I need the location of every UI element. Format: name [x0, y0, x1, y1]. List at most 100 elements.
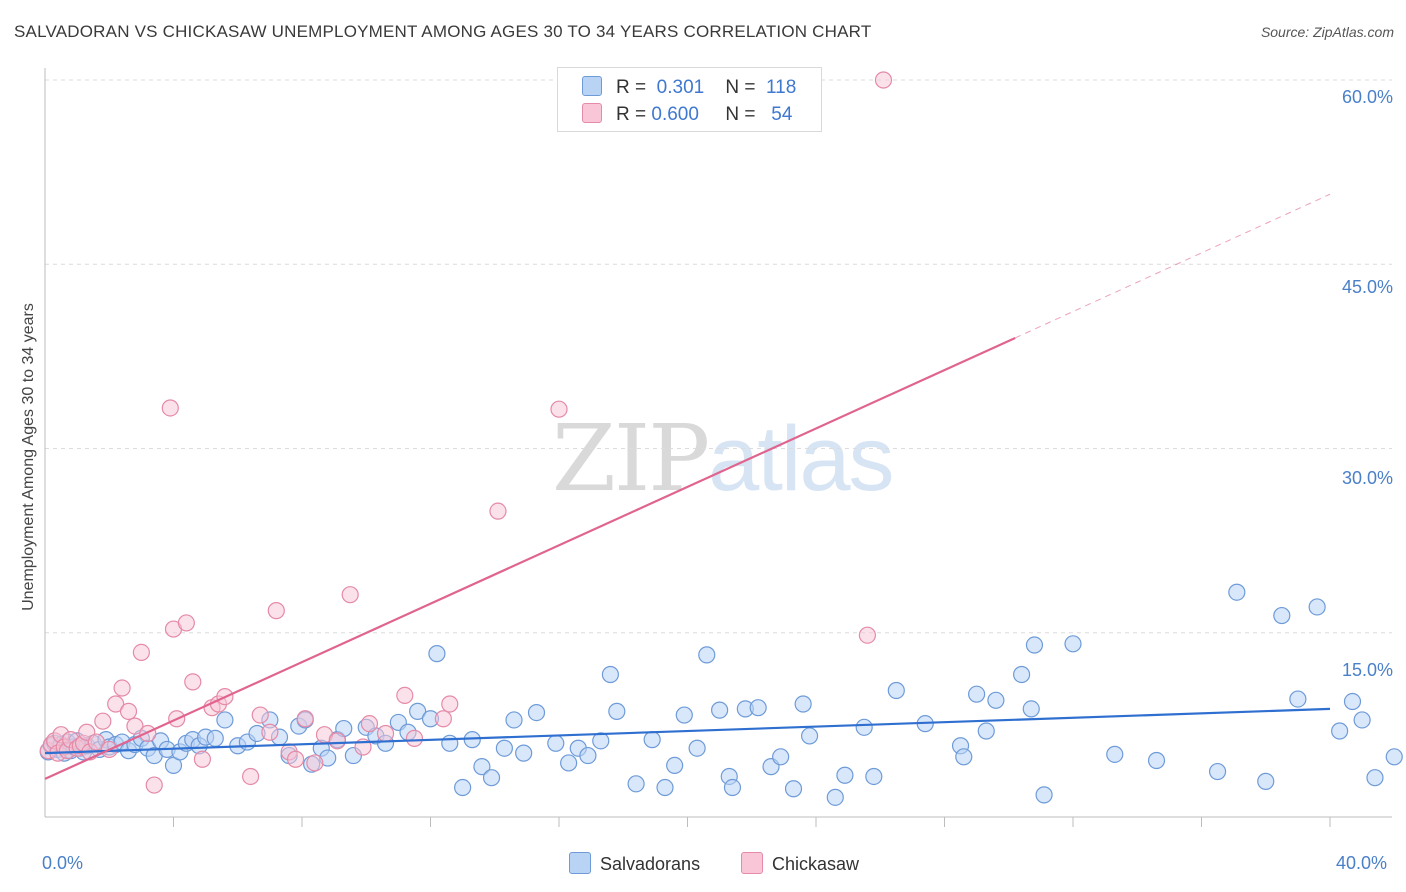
- chickasaw-point: [489, 502, 507, 520]
- salvadoran-point: [800, 727, 819, 745]
- legend-row-chickasaw: R = 0.600 N = 54: [582, 103, 792, 126]
- y-axis-label: Unemployment Among Ages 30 to 34 years: [20, 303, 37, 611]
- salvadoran-point: [1228, 583, 1246, 601]
- legend-r-label-2: R =: [616, 104, 647, 125]
- bottom-legend-salvadorans[interactable]: Salvadorans: [569, 852, 700, 875]
- salvadoran-point: [723, 778, 742, 797]
- y-tick-60: 60.0%: [1341, 87, 1393, 107]
- salvadoran-point: [527, 703, 546, 722]
- legend-swatch-blue: [582, 76, 602, 96]
- salvadoran-point: [772, 748, 790, 766]
- chickasaw-point: [286, 750, 305, 768]
- legend-n-value-2: 54: [771, 104, 793, 125]
- salvadoran-point: [482, 769, 501, 787]
- chickasaw-point: [132, 643, 150, 662]
- salvadoran-point: [1257, 772, 1275, 790]
- chickasaw-point: [242, 767, 260, 786]
- salvadoran-point: [592, 732, 610, 750]
- y-tick-45: 45.0%: [1341, 277, 1393, 297]
- salvadoran-point: [656, 778, 674, 797]
- salvadoran-point: [1273, 606, 1291, 625]
- bottom-legend-chickasaw-label: Chickasaw: [772, 854, 860, 874]
- legend-r-value-2: 0.600: [651, 104, 699, 125]
- salvadoran-point: [206, 729, 224, 747]
- salvadoran-point: [495, 739, 513, 757]
- salvadoran-point: [608, 702, 626, 720]
- salvadoran-point: [627, 775, 645, 793]
- chickasaw-point: [251, 706, 269, 724]
- salvadoran-point: [887, 681, 905, 700]
- chickasaw-point: [87, 733, 106, 751]
- salvadoran-point: [1025, 636, 1044, 654]
- salvadoran-point: [784, 780, 803, 798]
- legend-n-value-1: 118: [766, 77, 797, 98]
- trend-lines: [44, 193, 1331, 780]
- salvadoran-point: [711, 701, 729, 719]
- bottom-legend-chickasaw[interactable]: Chickasaw: [741, 852, 859, 875]
- chickasaw-point: [376, 724, 395, 743]
- salvadoran-point: [968, 685, 986, 703]
- salvadoran-point: [977, 722, 995, 740]
- chickasaw-point: [306, 754, 324, 772]
- y-tick-15: 15.0%: [1341, 660, 1393, 680]
- chickasaw-point: [184, 673, 202, 691]
- salvadoran-point: [505, 711, 523, 729]
- salvadorans-swatch-icon: [569, 852, 591, 874]
- salvadoran-point: [601, 665, 620, 684]
- salvadoran-point: [515, 744, 533, 762]
- chart-title: SALVADORAN VS CHICKASAW UNEMPLOYMENT AMO…: [14, 22, 872, 41]
- chickasaw-point: [126, 717, 144, 735]
- chickasaw-point: [550, 400, 568, 418]
- source-label: Source: ZipAtlas.com: [1260, 24, 1394, 40]
- chickasaw-point: [858, 626, 877, 644]
- salvadoran-point: [428, 645, 446, 663]
- salvadoran-point: [1064, 635, 1082, 653]
- salvadoran-point: [1308, 598, 1326, 616]
- salvadoran-point: [1035, 786, 1053, 804]
- salvadoran-point: [1147, 751, 1166, 770]
- chickasaw-point: [434, 710, 452, 728]
- chickasaw-point: [396, 686, 414, 704]
- chickasaw-points: [39, 71, 893, 794]
- chickasaw-point: [139, 724, 157, 743]
- salvadoran-point: [865, 767, 883, 786]
- chickasaw-trend-extension: [1014, 193, 1331, 339]
- salvadoran-point: [1366, 769, 1384, 787]
- x-tick-min: 0.0%: [42, 853, 84, 873]
- salvadoran-point: [1012, 665, 1031, 684]
- salvadorans-trend-line: [44, 707, 1331, 755]
- chickasaw-point: [261, 723, 279, 741]
- salvadoran-point: [1208, 762, 1227, 781]
- salvadoran-point: [1106, 745, 1124, 763]
- legend-r-value-1: 0.301: [656, 77, 705, 98]
- chickasaw-point: [145, 776, 163, 794]
- salvadoran-point: [1289, 690, 1307, 708]
- salvadoran-point: [688, 739, 706, 757]
- chickasaw-swatch-icon: [741, 852, 763, 874]
- salvadoran-point: [579, 746, 597, 765]
- chickasaw-point: [441, 695, 459, 713]
- legend-swatch-pink: [582, 103, 602, 123]
- salvadoran-point: [1353, 711, 1371, 729]
- salvadoran-point: [749, 699, 767, 717]
- chickasaw-point: [193, 750, 212, 768]
- salvadoran-point: [216, 711, 234, 729]
- salvadoran-point: [409, 702, 427, 720]
- chickasaw-point: [267, 602, 285, 620]
- chickasaw-point: [94, 712, 112, 730]
- bottom-legend-salvadorans-label: Salvadorans: [600, 854, 701, 874]
- axes: [44, 68, 1392, 827]
- chickasaw-point: [296, 710, 314, 728]
- chickasaw-point: [107, 695, 125, 713]
- salvadoran-point: [826, 788, 844, 806]
- grid-lines: [45, 79, 1392, 634]
- salvadoran-point: [794, 695, 812, 713]
- chickasaw-point: [161, 399, 179, 417]
- y-tick-30: 30.0%: [1341, 468, 1393, 488]
- chickasaw-point: [113, 679, 131, 697]
- correlation-legend: R = 0.301 N = 118 R = 0.600 N = 54: [557, 67, 822, 132]
- salvadoran-point: [454, 778, 472, 797]
- chickasaw-point: [341, 586, 359, 604]
- salvadoran-point: [560, 754, 578, 772]
